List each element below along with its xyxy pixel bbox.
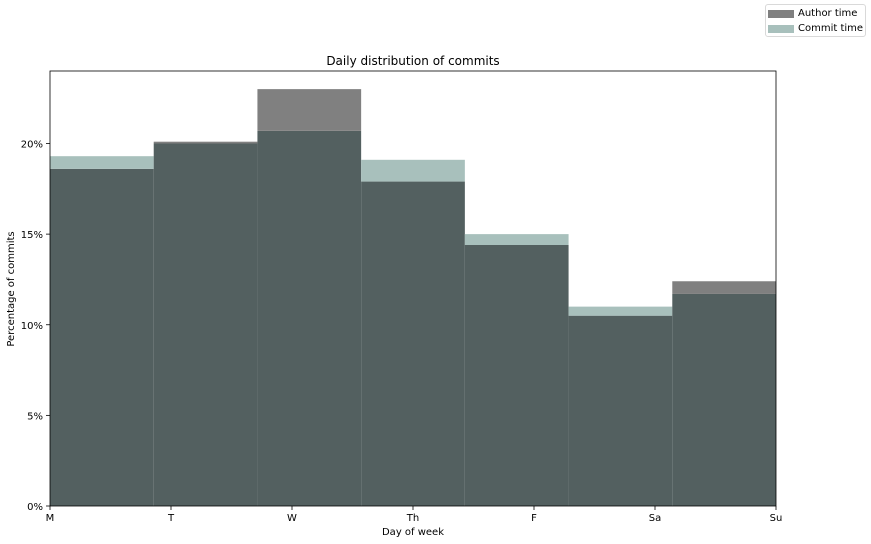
- bar-overlap-su: [672, 293, 776, 506]
- bars-group: [50, 89, 776, 506]
- x-tick-label: T: [167, 513, 175, 524]
- x-tick-label: Sa: [649, 513, 661, 524]
- y-tick-label: 5%: [27, 411, 43, 422]
- x-axis-label: Day of week: [382, 527, 444, 538]
- y-tick-label: 0%: [27, 502, 43, 513]
- legend-swatch-author: [768, 10, 794, 18]
- legend-swatch-commit: [768, 25, 794, 33]
- x-tick-label: F: [531, 513, 537, 524]
- bar-overlap-m: [50, 168, 154, 506]
- legend: Author time Commit time: [765, 4, 866, 37]
- x-axis: M T W Th F Sa Su: [46, 506, 783, 524]
- bar-overlap-t: [153, 143, 258, 506]
- bar-commit-excess-f: [464, 234, 569, 245]
- x-tick-label: Th: [406, 513, 419, 524]
- bar-commit-excess-m: [50, 156, 154, 169]
- bar-commit-excess-th: [361, 159, 465, 182]
- bar-overlap-sa: [568, 315, 673, 506]
- bar-commit-excess-sa: [568, 306, 673, 316]
- legend-label-commit: Commit time: [798, 23, 864, 34]
- y-tick-label: 10%: [21, 321, 43, 332]
- legend-label-author: Author time: [798, 8, 858, 19]
- y-axis-label: Percentage of commits: [6, 231, 17, 346]
- chart-title: Daily distribution of commits: [326, 54, 499, 68]
- bar-author-excess-t: [153, 141, 258, 144]
- y-axis: 0% 5% 10% 15% 20%: [21, 140, 50, 513]
- x-tick-label: M: [46, 513, 55, 524]
- x-tick-label: W: [287, 513, 297, 524]
- bar-author-excess-su: [672, 281, 776, 294]
- y-tick-label: 20%: [21, 140, 43, 151]
- bar-overlap-w: [257, 130, 362, 506]
- y-tick-label: 15%: [21, 230, 43, 241]
- bar-author-excess-w: [257, 89, 362, 131]
- bar-overlap-f: [464, 245, 569, 506]
- x-tick-label: Su: [770, 513, 783, 524]
- bar-overlap-th: [361, 181, 465, 506]
